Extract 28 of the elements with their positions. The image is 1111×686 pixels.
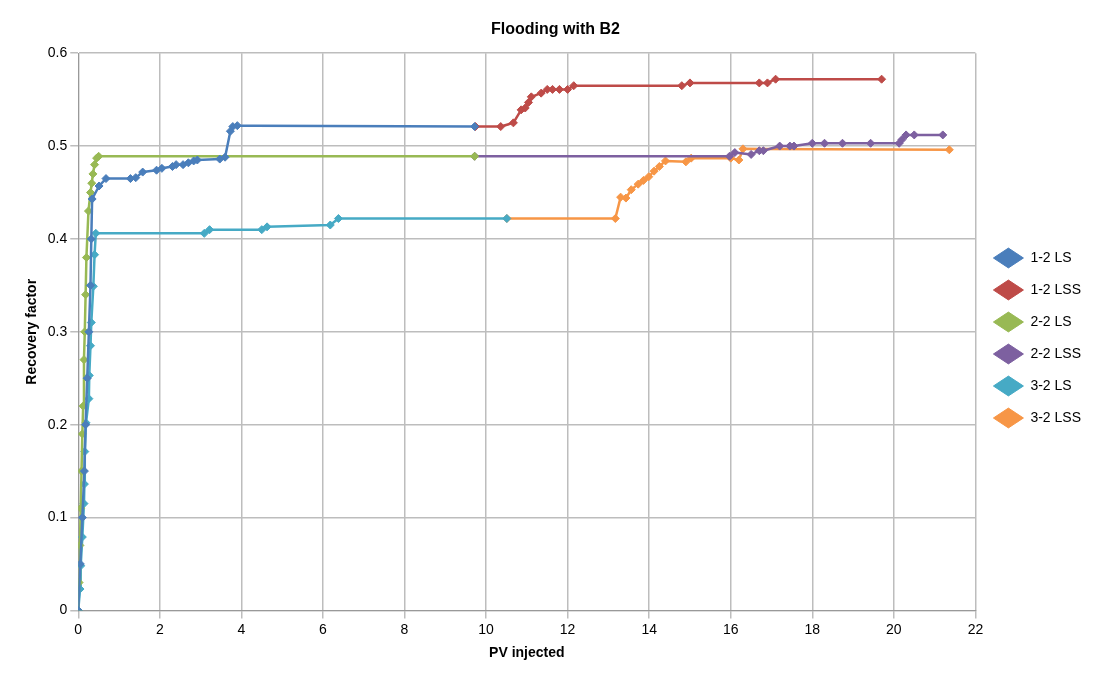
y-tick-label: 0.2 <box>47 415 68 432</box>
y-tick-label: 0.1 <box>47 508 68 525</box>
x-tick-label: 18 <box>804 620 821 637</box>
y-tick-label: 0 <box>59 601 68 618</box>
legend-label: 1-2 LSS <box>1030 280 1082 297</box>
x-tick-label: 2 <box>155 620 164 637</box>
legend-label: 3-2 LSS <box>1030 408 1082 425</box>
y-tick-label: 0.5 <box>47 136 68 153</box>
x-tick-label: 14 <box>641 620 658 637</box>
y-tick-label: 0.4 <box>47 229 68 246</box>
x-tick-label: 4 <box>237 620 246 637</box>
x-tick-label: 6 <box>319 620 328 637</box>
legend-label: 1-2 LS <box>1030 248 1072 265</box>
legend-label: 2-2 LSS <box>1030 344 1082 361</box>
legend-label: 2-2 LS <box>1030 312 1072 329</box>
x-tick-label: 0 <box>74 620 83 637</box>
y-tick-label: 0.6 <box>47 44 68 61</box>
x-tick-label: 12 <box>559 620 576 637</box>
x-tick-label: 8 <box>400 620 409 637</box>
x-axis-title: PV injected <box>489 644 565 661</box>
legend-label: 3-2 LS <box>1030 376 1072 393</box>
y-axis-title: Recovery factor <box>23 278 40 385</box>
x-tick-label: 16 <box>722 620 739 637</box>
y-tick-label: 0.3 <box>47 322 68 339</box>
x-tick-label: 22 <box>967 620 984 637</box>
x-tick-label: 20 <box>886 620 902 637</box>
chart-title: Flooding with B2 <box>491 20 621 38</box>
x-tick-label: 10 <box>478 620 495 637</box>
